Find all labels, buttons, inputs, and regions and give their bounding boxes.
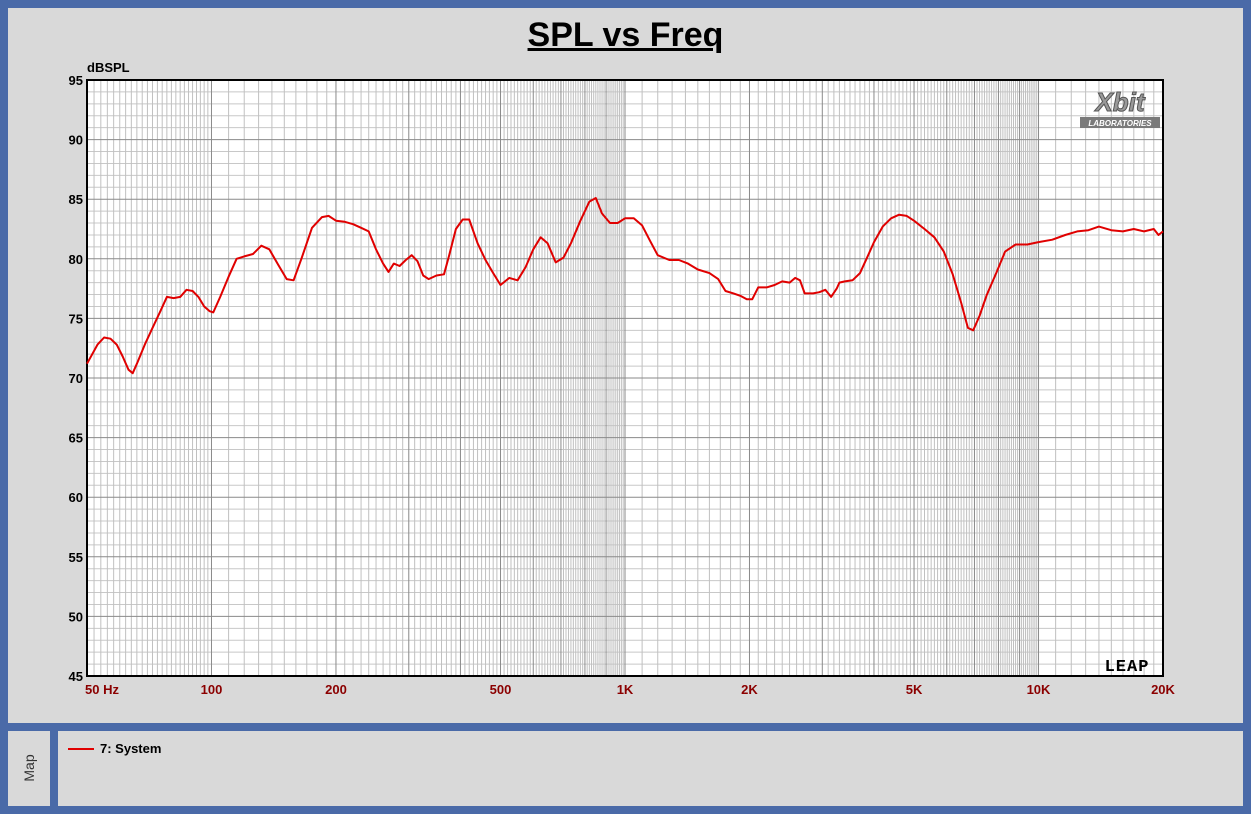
x-tick-label: 50 Hz	[85, 682, 119, 697]
legend-swatch-system	[68, 748, 94, 750]
y-tick-label: 85	[69, 192, 83, 207]
y-tick-label: 80	[69, 252, 83, 267]
map-tab-label: Map	[21, 754, 37, 782]
y-tick-label: 55	[69, 550, 83, 565]
y-axis-label: dBSPL	[87, 60, 130, 75]
y-tick-label: 75	[69, 311, 83, 326]
legend-panel: 7: System	[58, 731, 1243, 806]
y-tick-label: 50	[69, 609, 83, 624]
plot-frame	[86, 79, 1164, 677]
y-tick-label: 70	[69, 371, 83, 386]
legend-label-system: 7: System	[100, 741, 162, 756]
x-tick-label: 200	[325, 682, 347, 697]
svg-text:Xbit: Xbit	[1093, 87, 1145, 117]
x-tick-label: 10K	[1027, 682, 1051, 697]
x-tick-label: 500	[490, 682, 512, 697]
y-tick-label: 45	[69, 669, 83, 684]
y-tick-label: 65	[69, 431, 83, 446]
x-tick-label: 100	[201, 682, 223, 697]
y-tick-label: 95	[69, 73, 83, 88]
series-line-system	[86, 197, 1164, 375]
chart-title: SPL vs Freq	[527, 16, 724, 54]
x-tick-label: 1K	[617, 682, 634, 697]
map-tab[interactable]	[8, 731, 50, 806]
xbit-laboratories-logo: Xbit LABORATORIES	[1080, 87, 1160, 128]
leap-logo: LEAP	[1105, 658, 1150, 674]
y-tick-label: 60	[69, 490, 83, 505]
svg-text:LABORATORIES: LABORATORIES	[1088, 119, 1152, 128]
x-tick-label: 2K	[741, 682, 758, 697]
y-tick-label: 90	[69, 133, 83, 148]
svg-text:LEAP: LEAP	[1105, 658, 1150, 674]
x-tick-label: 5K	[906, 682, 923, 697]
x-tick-label: 20K	[1151, 682, 1175, 697]
